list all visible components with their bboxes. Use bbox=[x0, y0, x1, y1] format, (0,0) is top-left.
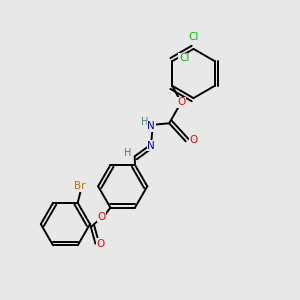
Text: H: H bbox=[141, 117, 148, 128]
Text: N: N bbox=[147, 141, 155, 151]
Text: O: O bbox=[97, 238, 105, 249]
Text: N: N bbox=[147, 121, 155, 131]
Text: O: O bbox=[97, 212, 106, 222]
Text: O: O bbox=[177, 97, 185, 107]
Text: Br: Br bbox=[74, 181, 86, 191]
Text: H: H bbox=[124, 148, 131, 158]
Text: Cl: Cl bbox=[188, 32, 199, 43]
Text: O: O bbox=[189, 135, 197, 145]
Text: Cl: Cl bbox=[179, 53, 189, 63]
